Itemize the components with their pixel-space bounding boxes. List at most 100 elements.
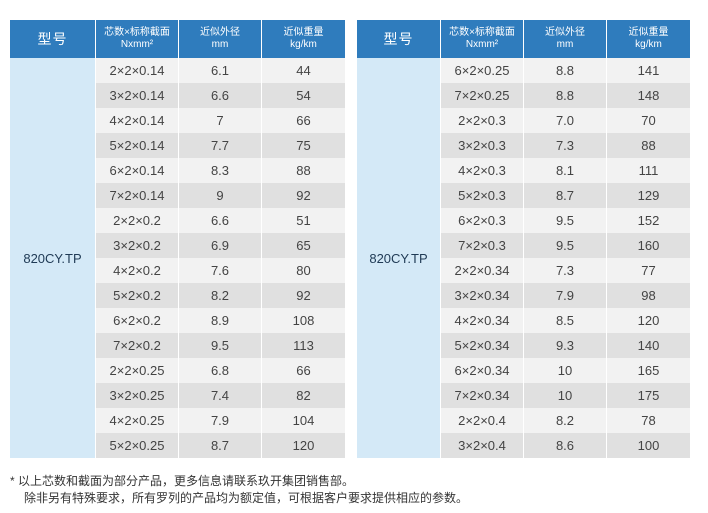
spec-cell: 3×2×0.14 [96, 83, 179, 108]
diameter-cell: 7.7 [179, 133, 262, 158]
weight-cell: 141 [607, 58, 690, 83]
weight-cell: 66 [262, 108, 345, 133]
spec-cell: 6×2×0.3 [441, 208, 524, 233]
diameter-cell: 6.9 [179, 233, 262, 258]
header-cores: 芯数×标称截面 Nxmm² [96, 20, 179, 58]
weight-cell: 160 [607, 233, 690, 258]
diameter-cell: 10 [524, 358, 607, 383]
table-row: 7×2×0.25 8.8 148 [357, 83, 690, 108]
weight-cell: 152 [607, 208, 690, 233]
spec-cell: 4×2×0.3 [441, 158, 524, 183]
table-row: 5×2×0.34 9.3 140 [357, 333, 690, 358]
diameter-cell: 8.5 [524, 308, 607, 333]
header-cores-line1: 芯数×标称截面 [104, 27, 170, 38]
table-row: 820CY.TP 2×2×0.14 6.1 44 [10, 58, 345, 458]
spec-cell: 2×2×0.4 [441, 408, 524, 433]
weight-cell: 108 [262, 308, 345, 333]
table-row: 820CY.TP 6×2×0.25 8.8 141 [357, 58, 690, 458]
header-model: 型号 [10, 20, 96, 58]
spec-cell: 2×2×0.14 [96, 58, 179, 83]
table-row: 6×2×0.14 8.3 88 [10, 158, 345, 183]
diameter-cell: 7.4 [179, 383, 262, 408]
table-row: 4×2×0.14 7 66 [10, 108, 345, 133]
table-row: 6×2×0.34 10 165 [357, 358, 690, 383]
weight-cell: 129 [607, 183, 690, 208]
header-cores: 芯数×标称截面 Nxmm² [441, 20, 524, 58]
weight-cell: 111 [607, 158, 690, 183]
table-row: 7×2×0.3 9.5 160 [357, 233, 690, 258]
table-row: 2×2×0.3 7.0 70 [357, 108, 690, 133]
table-row: 7×2×0.34 10 175 [357, 383, 690, 408]
header-diameter-line1: 近似外径 [545, 27, 585, 38]
spec-cell: 7×2×0.2 [96, 333, 179, 358]
diameter-cell: 7.0 [524, 108, 607, 133]
diameter-cell: 8.1 [524, 158, 607, 183]
table-row: 2×2×0.25 6.8 66 [10, 358, 345, 383]
weight-cell: 148 [607, 83, 690, 108]
diameter-cell: 10 [524, 383, 607, 408]
spec-cell: 4×2×0.25 [96, 408, 179, 433]
header-cores-line1: 芯数×标称截面 [449, 27, 515, 38]
weight-cell: 140 [607, 333, 690, 358]
diameter-cell: 8.9 [179, 308, 262, 333]
spec-cell: 5×2×0.25 [96, 433, 179, 458]
table-row: 6×2×0.3 9.5 152 [357, 208, 690, 233]
diameter-cell: 8.6 [524, 433, 607, 458]
weight-cell: 70 [607, 108, 690, 133]
diameter-cell: 7 [179, 108, 262, 133]
spec-cell: 3×2×0.34 [441, 283, 524, 308]
weight-cell: 120 [607, 308, 690, 333]
header-diameter-line2: mm [556, 39, 574, 50]
spec-cell: 2×2×0.2 [96, 208, 179, 233]
spec-cell: 6×2×0.34 [441, 358, 524, 383]
diameter-cell: 6.8 [179, 358, 262, 383]
spec-cell: 6×2×0.2 [96, 308, 179, 333]
diameter-cell: 8.8 [524, 83, 607, 108]
weight-cell: 165 [607, 358, 690, 383]
weight-cell: 66 [262, 358, 345, 383]
table-row: 2×2×0.2 6.6 51 [10, 208, 345, 233]
weight-cell: 113 [262, 333, 345, 358]
model-cell: 820CY.TP [10, 58, 96, 458]
table-row: 2×2×0.34 7.3 77 [357, 258, 690, 283]
header-weight: 近似重量 kg/km [262, 20, 345, 58]
weight-cell: 98 [607, 283, 690, 308]
spec-cell: 7×2×0.34 [441, 383, 524, 408]
diameter-cell: 9 [179, 183, 262, 208]
table-row: 4×2×0.2 7.6 80 [10, 258, 345, 283]
diameter-cell: 7.9 [179, 408, 262, 433]
table-row: 7×2×0.2 9.5 113 [10, 333, 345, 358]
header-cores-line2: Nxmm² [465, 39, 499, 50]
footnote-line-2: 除非另有特殊要求，所有罗列的产品均为额定值，可根据客户要求提供相应的参数。 [24, 491, 469, 505]
spec-cell: 7×2×0.25 [441, 83, 524, 108]
diameter-cell: 8.7 [524, 183, 607, 208]
diameter-cell: 9.5 [524, 208, 607, 233]
weight-cell: 44 [262, 58, 345, 83]
weight-cell: 82 [262, 383, 345, 408]
diameter-cell: 7.3 [524, 258, 607, 283]
header-diameter-line2: mm [211, 39, 229, 50]
weight-cell: 88 [262, 158, 345, 183]
table-body: 820CY.TP 6×2×0.25 8.8 141 7×2×0.25 8.8 148 2×2×… [357, 58, 690, 458]
spec-cell: 5×2×0.34 [441, 333, 524, 358]
table-row: 5×2×0.25 8.7 120 [10, 433, 345, 458]
model-cell: 820CY.TP [357, 58, 441, 458]
spec-cell: 2×2×0.34 [441, 258, 524, 283]
weight-cell: 88 [607, 133, 690, 158]
spec-cell: 2×2×0.3 [441, 108, 524, 133]
diameter-cell: 7.9 [524, 283, 607, 308]
table-row: 3×2×0.34 7.9 98 [357, 283, 690, 308]
weight-cell: 77 [607, 258, 690, 283]
diameter-cell: 9.5 [524, 233, 607, 258]
table-row: 4×2×0.3 8.1 111 [357, 158, 690, 183]
weight-cell: 78 [607, 408, 690, 433]
table-row: 7×2×0.14 9 92 [10, 183, 345, 208]
weight-cell: 92 [262, 183, 345, 208]
spec-cell: 4×2×0.14 [96, 108, 179, 133]
spec-cell: 4×2×0.34 [441, 308, 524, 333]
header-model: 型号 [357, 20, 441, 58]
spec-table-right: 型号 芯数×标称截面 Nxmm² 近似外径 mm 近似重量 kg/km 820C… [357, 20, 690, 458]
header-diameter: 近似外径 mm [179, 20, 262, 58]
weight-cell: 92 [262, 283, 345, 308]
table-row: 5×2×0.3 8.7 129 [357, 183, 690, 208]
